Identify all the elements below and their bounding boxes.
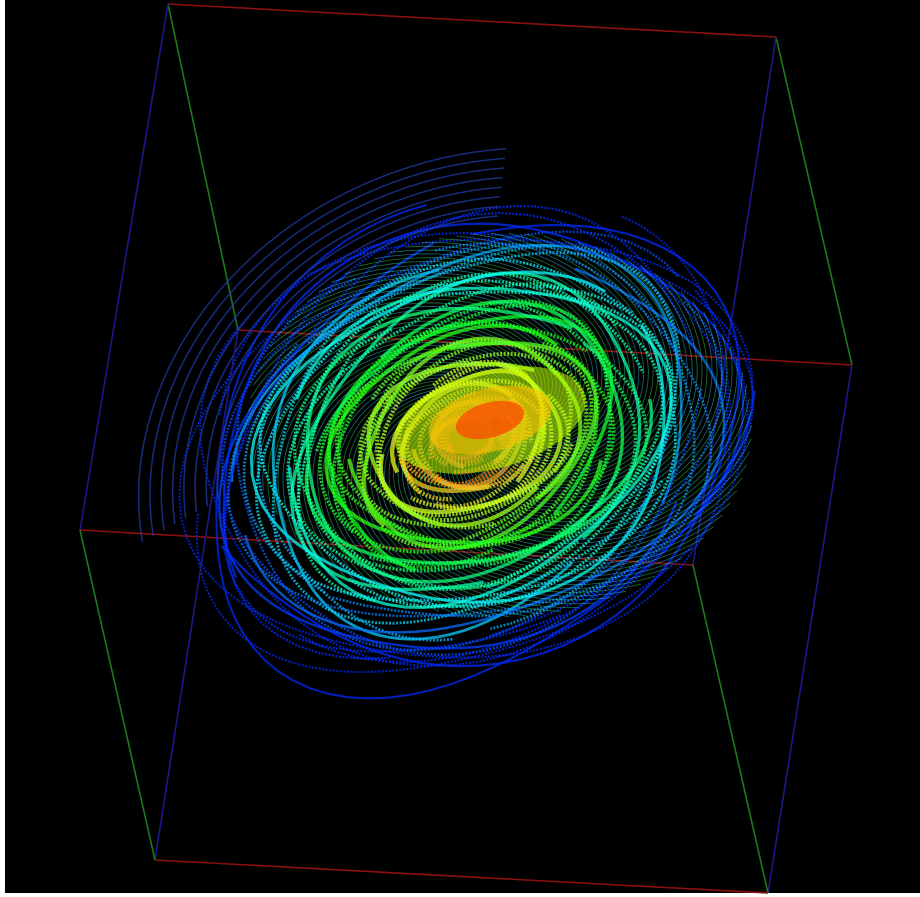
render-view [0,0,920,897]
page: (() => { const svg = document.getElement… [0,0,920,897]
